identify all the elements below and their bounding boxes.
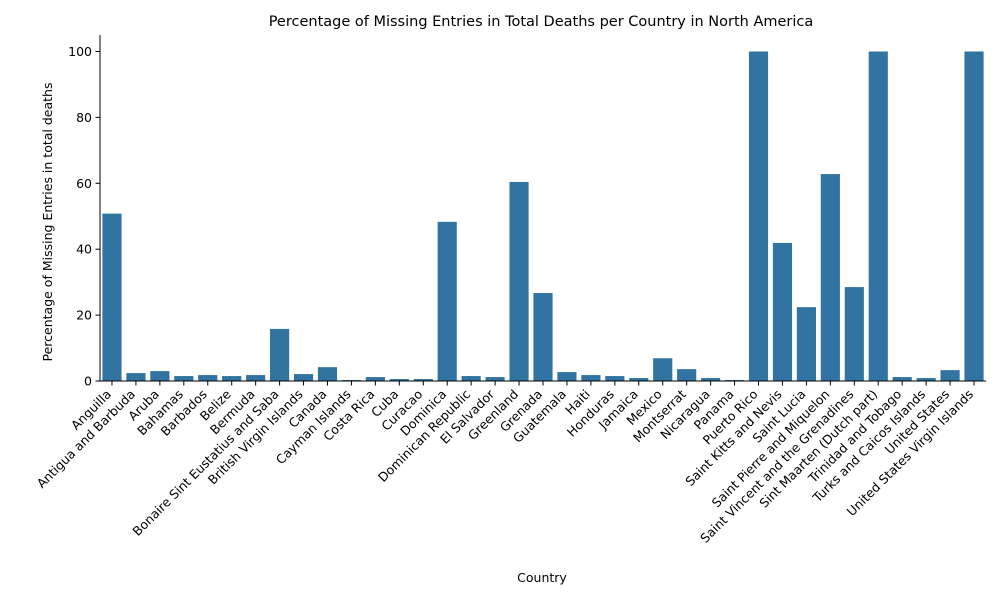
bar-bonaire-sint-eustatius-and-saba xyxy=(270,328,290,381)
bar-saint-lucia xyxy=(796,307,816,381)
bar-montserrat xyxy=(677,369,697,381)
x-axis-label: Country xyxy=(517,570,567,585)
y-axis: 0 20 40 60 80 100 xyxy=(68,44,100,389)
bar-group xyxy=(102,51,984,381)
bar-haiti xyxy=(581,375,601,381)
bar-grenada xyxy=(533,293,553,381)
bar-nicaragua xyxy=(701,378,721,381)
bar-cuba xyxy=(389,379,409,381)
bar-trinidad-and-tobago xyxy=(892,377,912,381)
bar-mexico xyxy=(653,358,673,381)
bar-el-salvador xyxy=(485,377,505,381)
bar-bermuda xyxy=(246,375,266,381)
bar-honduras xyxy=(605,376,625,381)
y-tick-label: 0 xyxy=(84,374,92,389)
chart-title: Percentage of Missing Entries in Total D… xyxy=(269,14,814,30)
bar-saint-kitts-and-nevis xyxy=(772,242,793,381)
bar-greenland xyxy=(509,181,529,381)
y-axis-label: Percentage of Missing Entries in total d… xyxy=(40,83,55,362)
x-tick-label: Antigua and Barbuda xyxy=(34,387,138,491)
y-tick-label: 40 xyxy=(76,242,92,257)
bar-barbados xyxy=(198,375,218,381)
bar-saint-vincent-and-the-grenadines xyxy=(844,287,864,381)
bar-bahamas xyxy=(174,376,194,381)
bar-united-states xyxy=(940,370,960,381)
bar-guatemala xyxy=(557,372,577,381)
bar-united-states-virgin-islands xyxy=(964,51,984,381)
y-tick-label: 100 xyxy=(68,44,92,59)
bar-turks-and-caicos-islands xyxy=(916,378,936,381)
bar-jamaica xyxy=(629,378,649,381)
bar-saint-pierre-and-miquelon xyxy=(820,174,840,381)
bar-costa-rica xyxy=(365,377,385,381)
y-tick-label: 20 xyxy=(76,308,92,323)
bar-curacao xyxy=(413,379,433,381)
bar-canada xyxy=(317,367,338,381)
bar-british-virgin-islands xyxy=(293,374,314,381)
bar-dominican-republic xyxy=(461,376,481,381)
bar-belize xyxy=(222,376,242,381)
y-tick-label: 80 xyxy=(76,110,92,125)
bar-puerto-rico xyxy=(748,51,769,381)
bar-sint-maarten-dutch-part xyxy=(868,51,888,381)
bar-dominica xyxy=(437,221,457,381)
y-tick-label: 60 xyxy=(76,176,92,191)
bar-anguilla xyxy=(102,213,122,381)
bar-antigua-and-barbuda xyxy=(126,373,146,381)
bar-aruba xyxy=(150,371,170,381)
